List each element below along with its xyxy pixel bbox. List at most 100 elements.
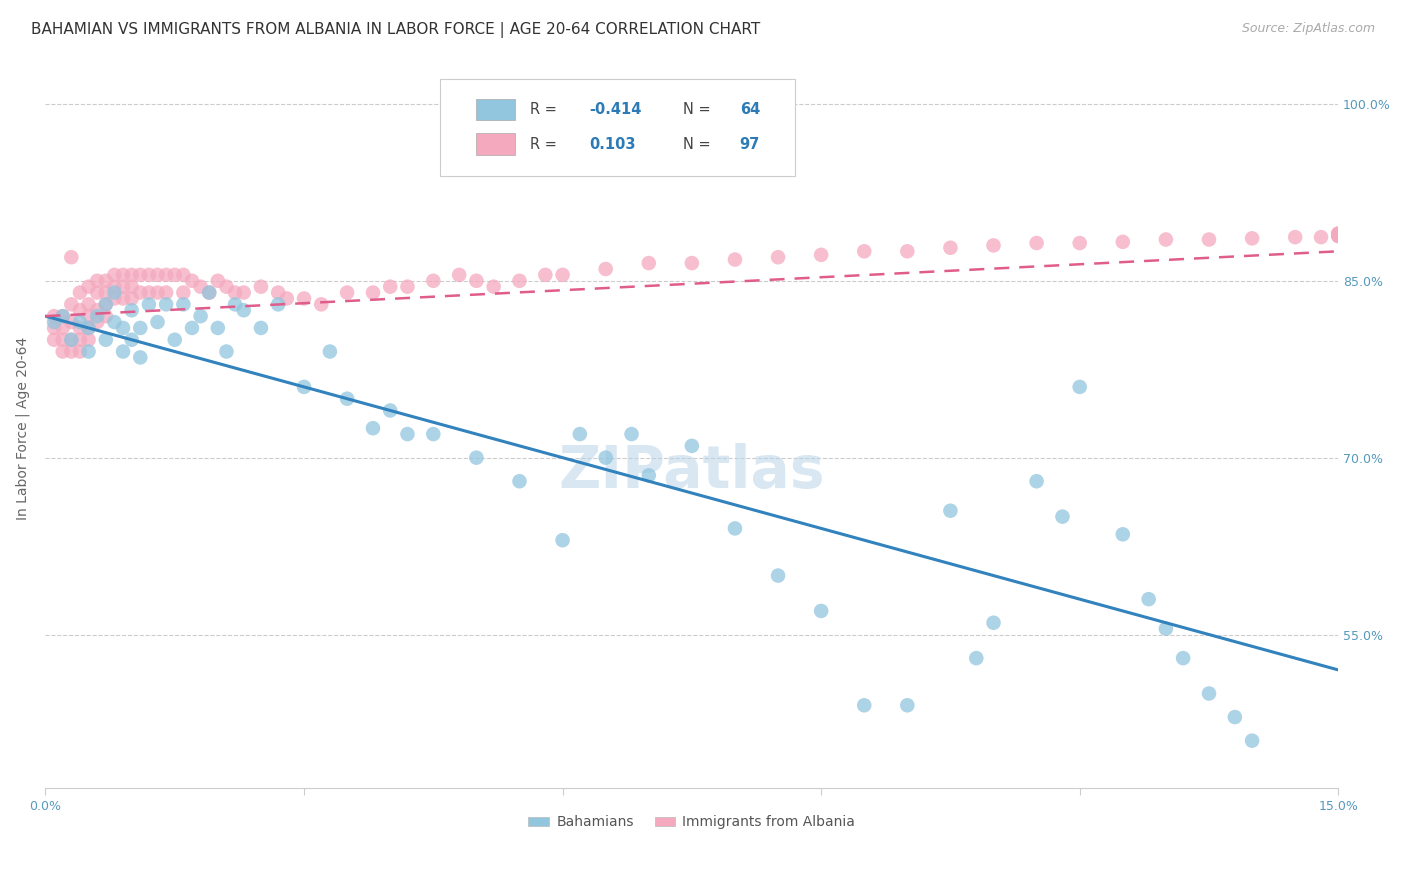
- Point: [681, 256, 703, 270]
- Point: [52, 321, 75, 335]
- Point: [181, 321, 204, 335]
- Point: [896, 698, 918, 713]
- Point: [121, 279, 143, 293]
- Point: [534, 268, 557, 282]
- Point: [508, 274, 530, 288]
- Point: [215, 344, 238, 359]
- Point: [77, 279, 100, 293]
- Point: [1223, 710, 1246, 724]
- Point: [103, 268, 125, 282]
- Point: [637, 256, 659, 270]
- Point: [42, 333, 65, 347]
- Point: [77, 333, 100, 347]
- Point: [112, 321, 135, 335]
- Point: [77, 344, 100, 359]
- Point: [60, 297, 83, 311]
- Point: [620, 427, 643, 442]
- Point: [465, 450, 488, 465]
- Point: [60, 333, 83, 347]
- Point: [103, 292, 125, 306]
- Point: [1241, 231, 1264, 245]
- Point: [146, 285, 169, 300]
- Point: [595, 450, 617, 465]
- Point: [449, 268, 471, 282]
- Point: [121, 303, 143, 318]
- Point: [112, 344, 135, 359]
- Point: [60, 333, 83, 347]
- Point: [155, 297, 177, 311]
- Point: [336, 392, 359, 406]
- Text: R =: R =: [530, 102, 562, 117]
- Point: [94, 274, 117, 288]
- FancyBboxPatch shape: [477, 133, 515, 155]
- Point: [172, 268, 194, 282]
- Point: [1069, 380, 1091, 394]
- Point: [983, 615, 1005, 630]
- Point: [1112, 235, 1135, 249]
- Point: [724, 521, 747, 535]
- Point: [939, 241, 962, 255]
- Point: [69, 333, 91, 347]
- Point: [939, 504, 962, 518]
- Point: [86, 274, 108, 288]
- Point: [250, 321, 273, 335]
- Point: [69, 321, 91, 335]
- Point: [1327, 229, 1350, 244]
- Point: [292, 380, 315, 394]
- Point: [1327, 227, 1350, 242]
- Point: [482, 279, 505, 293]
- Point: [336, 285, 359, 300]
- Point: [810, 604, 832, 618]
- FancyBboxPatch shape: [477, 99, 515, 120]
- Point: [810, 248, 832, 262]
- Point: [60, 344, 83, 359]
- Point: [155, 285, 177, 300]
- Point: [276, 292, 298, 306]
- Text: 64: 64: [740, 102, 761, 117]
- Point: [69, 344, 91, 359]
- Point: [422, 274, 444, 288]
- Point: [94, 297, 117, 311]
- Point: [853, 698, 876, 713]
- Point: [94, 297, 117, 311]
- Point: [1327, 229, 1350, 244]
- Point: [309, 297, 332, 311]
- Point: [52, 344, 75, 359]
- Point: [1025, 475, 1047, 489]
- Point: [207, 274, 229, 288]
- Point: [1198, 233, 1220, 247]
- Point: [983, 238, 1005, 252]
- Point: [1327, 227, 1350, 241]
- Point: [1069, 235, 1091, 250]
- Point: [853, 244, 876, 259]
- Point: [551, 533, 574, 548]
- Point: [766, 250, 789, 264]
- Point: [69, 303, 91, 318]
- Point: [568, 427, 591, 442]
- Point: [1241, 733, 1264, 747]
- Point: [232, 285, 254, 300]
- Point: [138, 268, 160, 282]
- Point: [112, 292, 135, 306]
- Text: R =: R =: [530, 136, 567, 152]
- Point: [198, 285, 221, 300]
- Point: [1052, 509, 1074, 524]
- Point: [1310, 230, 1333, 244]
- Point: [1198, 686, 1220, 700]
- Point: [396, 427, 419, 442]
- Point: [232, 303, 254, 318]
- Point: [465, 274, 488, 288]
- Point: [319, 344, 342, 359]
- Point: [1154, 233, 1177, 247]
- Point: [198, 285, 221, 300]
- Point: [724, 252, 747, 267]
- Point: [121, 292, 143, 306]
- Point: [60, 315, 83, 329]
- Point: [94, 285, 117, 300]
- Point: [52, 309, 75, 323]
- Point: [112, 268, 135, 282]
- Text: Source: ZipAtlas.com: Source: ZipAtlas.com: [1241, 22, 1375, 36]
- Point: [224, 285, 246, 300]
- Point: [77, 321, 100, 335]
- Point: [551, 268, 574, 282]
